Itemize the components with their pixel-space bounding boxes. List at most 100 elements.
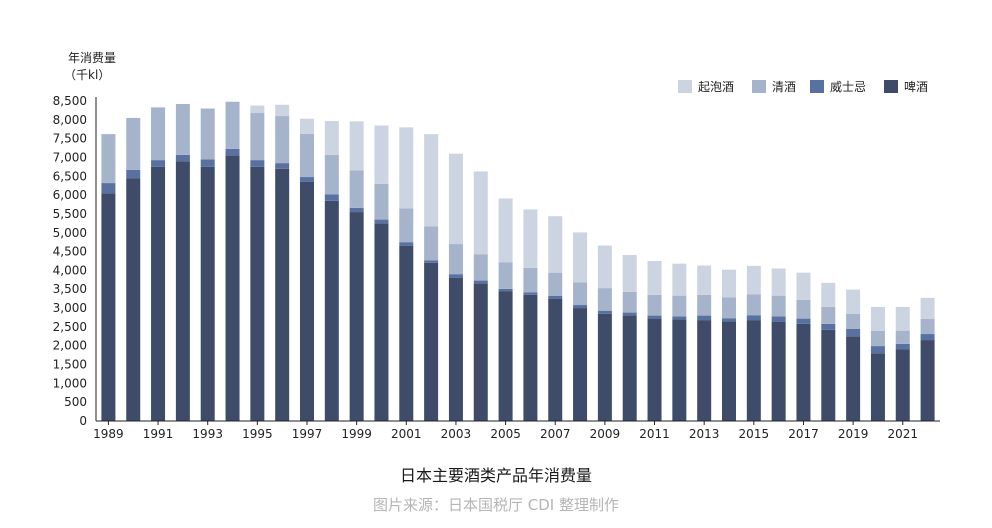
bar-1999-series-0 [349, 212, 364, 421]
bar-2003-series-3 [448, 153, 463, 245]
bar-2011-series-2 [647, 294, 662, 316]
y-tick-label: 500 [64, 395, 87, 409]
bar-1992-series-0 [175, 161, 190, 422]
bar-2019-series-0 [846, 336, 861, 421]
bar-1994-series-2 [225, 101, 240, 149]
y-tick-label: 6,000 [53, 188, 87, 202]
bar-2022-series-1 [920, 334, 935, 341]
bar-2015-series-1 [746, 315, 761, 321]
bar-2018-series-0 [821, 329, 836, 421]
bar-2012-series-2 [672, 295, 687, 317]
y-tick-label: 0 [79, 414, 87, 428]
bar-2010-series-2 [622, 291, 637, 313]
bar-2009-series-3 [597, 245, 612, 289]
bar-2000-series-0 [374, 223, 389, 421]
bar-2001-series-2 [399, 208, 414, 243]
x-tick-label: 2007 [540, 427, 571, 441]
legend: 起泡酒 清酒 威士忌 啤酒 [678, 79, 928, 94]
bar-1994-series-0 [225, 155, 240, 421]
bar-2009-series-1 [597, 310, 612, 314]
bar-2001-series-1 [399, 242, 414, 246]
bar-2011-series-3 [647, 261, 662, 295]
bar-2007-series-0 [548, 298, 563, 421]
bar-2004-series-1 [473, 280, 488, 284]
bar-1996-series-1 [275, 163, 290, 169]
x-tick-label: 1991 [143, 427, 174, 441]
bar-1997-series-3 [300, 118, 314, 134]
y-tick-label: 6,500 [53, 169, 87, 183]
x-axis: 1989 1991 1993 1995 1997 1999 2001 2003 2005 2007… [93, 421, 918, 441]
bar-2021-series-0 [895, 349, 910, 421]
bar-1992-series-2 [175, 104, 190, 155]
bar-2016-series-2 [771, 295, 786, 317]
legend-label: 啤酒 [904, 79, 928, 94]
bar-2013-series-3 [697, 265, 712, 295]
bar-2012-series-1 [672, 316, 687, 320]
x-tick-label: 2013 [689, 427, 720, 441]
y-tick-label: 7,000 [53, 150, 87, 164]
bar-1992-series-1 [175, 154, 190, 162]
bar-2008-series-2 [573, 282, 588, 306]
bar-2010-series-3 [622, 254, 637, 292]
y-axis: 0 500 1,000 1,500 2,000 2,500 3,000 3,500 4,000 4… [53, 94, 87, 428]
bar-2011-series-0 [647, 318, 662, 421]
y-tick-label: 5,000 [53, 226, 87, 240]
bar-2004-series-3 [473, 171, 488, 255]
x-tick-label: 2015 [739, 427, 770, 441]
bar-2001-series-0 [399, 245, 414, 421]
x-tick-label: 1993 [192, 427, 223, 441]
bar-2020-series-3 [870, 306, 885, 332]
bar-2014-series-0 [722, 321, 736, 421]
x-tick-label: 2009 [590, 427, 621, 441]
x-tick-label: 1997 [292, 427, 323, 441]
bar-2013-series-0 [697, 320, 712, 421]
bar-2014-series-2 [722, 297, 736, 319]
bar-1996-series-3 [275, 104, 290, 117]
bar-1993-series-1 [200, 159, 215, 167]
y-tick-label: 1,500 [53, 358, 87, 372]
x-tick-label: 2017 [788, 427, 819, 441]
bar-2004-series-2 [473, 254, 488, 281]
bar-1989-series-2 [101, 134, 116, 184]
bar-2019-series-3 [846, 289, 861, 314]
bar-2005-series-2 [498, 262, 513, 289]
legend-swatch [810, 80, 824, 93]
y-tick-label: 3,500 [53, 282, 87, 296]
bar-2016-series-1 [771, 316, 786, 322]
bar-1995-series-2 [250, 113, 265, 161]
bar-2001-series-3 [399, 127, 414, 209]
bar-2022-series-0 [920, 340, 935, 421]
bar-2022-series-2 [920, 318, 935, 335]
bar-1998-series-0 [324, 200, 339, 421]
bar-2016-series-0 [771, 321, 786, 421]
bar-2017-series-3 [796, 272, 811, 300]
x-tick-label: 2003 [441, 427, 472, 441]
bar-2019-series-1 [846, 328, 861, 337]
bar-2016-series-3 [771, 268, 786, 296]
y-tick-label: 5,500 [53, 207, 87, 221]
legend-swatch [752, 80, 766, 93]
bar-1989-series-0 [101, 193, 116, 421]
bar-2012-series-0 [672, 319, 687, 421]
bar-1997-series-1 [300, 177, 314, 182]
x-tick-label: 2005 [490, 427, 521, 441]
x-tick-label: 1995 [242, 427, 273, 441]
bar-2002-series-2 [424, 226, 439, 261]
bar-2008-series-1 [573, 305, 588, 309]
bar-2002-series-0 [424, 262, 439, 421]
bar-2009-series-2 [597, 288, 612, 311]
bar-2012-series-3 [672, 263, 687, 296]
bar-2014-series-1 [722, 318, 736, 322]
bar-2017-series-0 [796, 323, 811, 421]
bar-2013-series-2 [697, 294, 712, 316]
bar-2002-series-1 [424, 260, 439, 263]
bar-2020-series-2 [870, 331, 885, 347]
bar-2018-series-1 [821, 323, 836, 330]
bar-1993-series-0 [200, 166, 215, 421]
bar-2004-series-0 [473, 283, 488, 421]
bar-2017-series-2 [796, 299, 811, 319]
bar-1995-series-0 [250, 166, 265, 421]
y-tick-label: 3,000 [53, 301, 87, 315]
bar-2000-series-1 [374, 219, 389, 224]
